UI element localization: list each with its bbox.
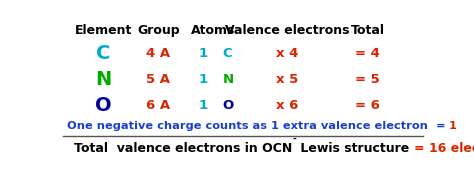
Text: 1: 1 xyxy=(445,121,457,131)
Text: 5 A: 5 A xyxy=(146,73,171,86)
Text: 6 A: 6 A xyxy=(146,99,171,112)
Text: One negative charge counts as 1 extra valence electron: One negative charge counts as 1 extra va… xyxy=(66,121,436,131)
Text: C: C xyxy=(223,47,232,60)
Text: = 5: = 5 xyxy=(356,73,380,86)
Text: x 5: x 5 xyxy=(276,73,298,86)
Text: = 16 electrons: = 16 electrons xyxy=(414,142,474,155)
Text: O: O xyxy=(223,99,234,112)
Text: 1: 1 xyxy=(199,47,208,60)
Text: = 4: = 4 xyxy=(356,47,380,60)
Text: N: N xyxy=(223,73,234,86)
Text: 1: 1 xyxy=(199,73,208,86)
Text: =: = xyxy=(436,121,445,131)
Text: Total  valence electrons in OCN: Total valence electrons in OCN xyxy=(74,142,292,155)
Text: 4 A: 4 A xyxy=(146,47,171,60)
Text: C: C xyxy=(96,44,110,63)
Text: x 4: x 4 xyxy=(276,47,298,60)
Text: Atoms: Atoms xyxy=(191,24,236,37)
Text: N: N xyxy=(95,70,111,89)
Text: Total: Total xyxy=(351,24,385,37)
Text: 1: 1 xyxy=(199,99,208,112)
Text: Element: Element xyxy=(74,24,132,37)
Text: x 6: x 6 xyxy=(276,99,298,112)
Text: Lewis structure: Lewis structure xyxy=(296,142,414,155)
Text: -: - xyxy=(292,135,296,144)
Text: O: O xyxy=(95,96,112,115)
Text: Valence electrons: Valence electrons xyxy=(225,24,349,37)
Text: = 6: = 6 xyxy=(356,99,380,112)
Text: Group: Group xyxy=(137,24,180,37)
